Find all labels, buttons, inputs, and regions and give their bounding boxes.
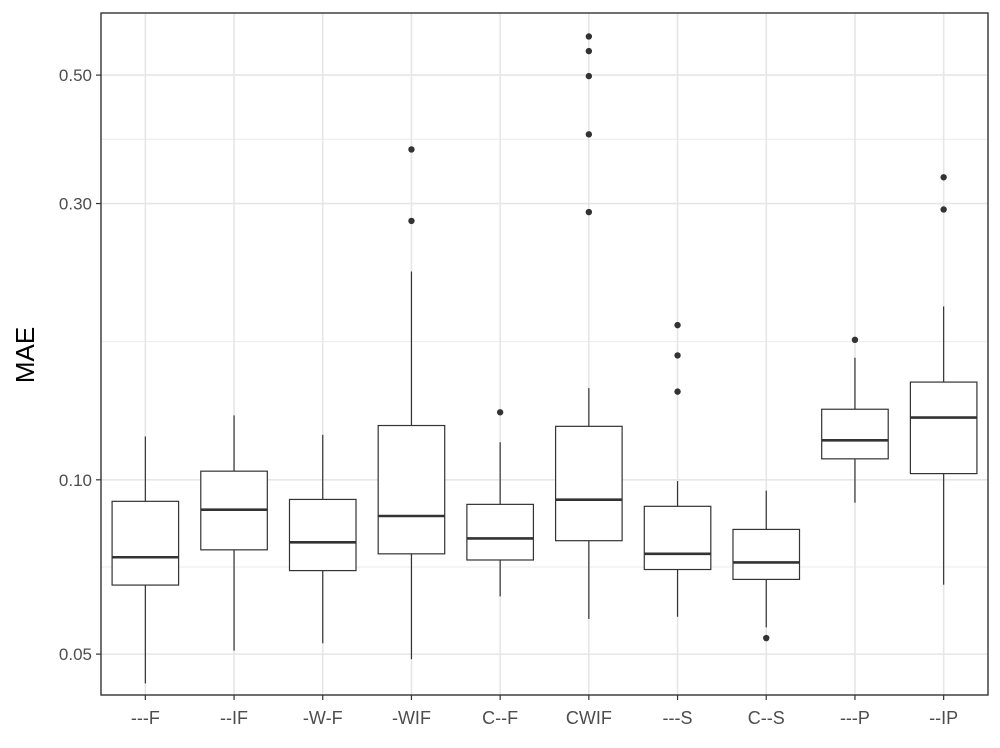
iqr-box (466, 503, 535, 561)
iqr-box (288, 498, 357, 572)
y-tick-label: 0.10 (59, 471, 92, 490)
box---IF (200, 415, 268, 651)
iqr-box (377, 424, 446, 555)
outlier-point (674, 321, 681, 329)
box---IP (909, 174, 978, 585)
outlier-point (763, 634, 770, 642)
iqr-box (732, 528, 801, 581)
y-tick-label: 0.50 (59, 66, 92, 85)
x-tick-label: --IF (220, 708, 248, 728)
y-axis-label: MAE (10, 327, 40, 383)
box-CWIF (554, 33, 623, 619)
x-tick-label: -WIF (392, 708, 431, 728)
outlier-point (408, 146, 415, 153)
outlier-point (674, 352, 681, 359)
iqr-box (554, 425, 623, 542)
outlier-point (585, 208, 593, 216)
y-tick-label: 0.05 (59, 645, 92, 664)
iqr-box (909, 381, 978, 475)
outlier-point (585, 131, 593, 138)
outlier-point (408, 217, 415, 225)
outlier-point (585, 72, 593, 80)
x-tick-label: ---P (840, 708, 870, 728)
iqr-box (643, 505, 712, 571)
x-tick-label: C--F (482, 708, 518, 728)
x-tick-label: -W-F (303, 708, 343, 728)
panel-border (100, 12, 989, 696)
outlier-point (585, 33, 593, 40)
iqr-box (111, 500, 180, 586)
box----P (821, 336, 889, 503)
outlier-point (585, 47, 593, 55)
x-tick-label: CWIF (566, 708, 612, 728)
axis-layer: 0.05 0.10 0.30 0.50 ---F --IF -W-F -WIF C--F CWIF… (59, 66, 958, 728)
box-layer (111, 33, 978, 684)
box-C--S (732, 490, 801, 642)
outlier-point (940, 206, 947, 213)
iqr-box (821, 408, 889, 460)
outlier-point (674, 388, 681, 395)
box--W-F (288, 434, 357, 644)
x-tick-label: ---S (663, 708, 693, 728)
x-tick-label: ---F (131, 708, 160, 728)
box-C--F (466, 409, 535, 597)
box----S (643, 321, 712, 617)
outlier-point (851, 336, 859, 344)
y-tick-label: 0.30 (59, 195, 92, 214)
outlier-point (940, 174, 947, 181)
outlier-point (496, 409, 504, 416)
x-tick-label: --IP (929, 708, 958, 728)
x-tick-label: C--S (748, 708, 785, 728)
box--WIF (377, 146, 446, 660)
box----F (111, 436, 180, 684)
